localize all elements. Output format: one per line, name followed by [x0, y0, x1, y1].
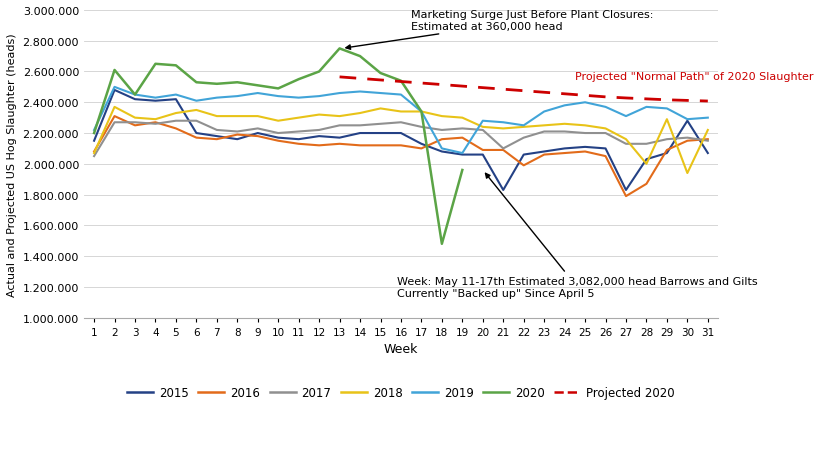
Text: Marketing Surge Just Before Plant Closures:
Estimated at 360,000 head: Marketing Surge Just Before Plant Closur… [346, 10, 653, 50]
Text: Projected "Normal Path" of 2020 Slaughter: Projected "Normal Path" of 2020 Slaughte… [574, 72, 812, 82]
Legend: 2015, 2016, 2017, 2018, 2019, 2020, Projected 2020: 2015, 2016, 2017, 2018, 2019, 2020, Proj… [123, 382, 678, 404]
Y-axis label: Actual and Projected US Hog Slaughter (heads): Actual and Projected US Hog Slaughter (h… [7, 33, 17, 296]
Text: Week: May 11-17th Estimated 3,082,000 head Barrows and Gilts
Currently "Backed u: Week: May 11-17th Estimated 3,082,000 he… [396, 174, 757, 298]
X-axis label: Week: Week [383, 343, 418, 356]
